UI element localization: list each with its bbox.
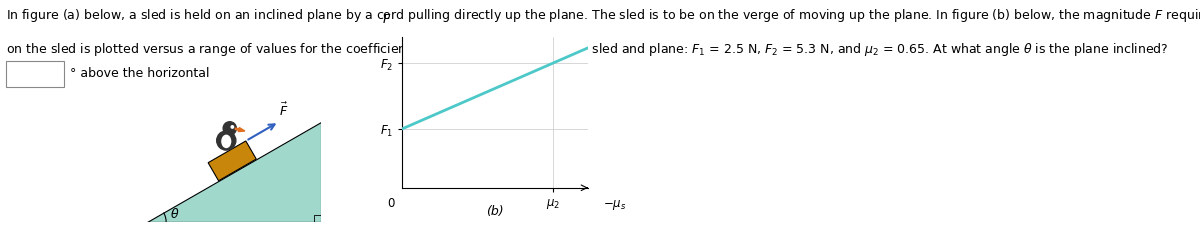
Ellipse shape xyxy=(222,135,230,147)
Text: $\theta$: $\theta$ xyxy=(169,207,179,221)
FancyBboxPatch shape xyxy=(208,141,257,181)
Text: In figure (a) below, a sled is held on an inclined plane by a cord pulling direc: In figure (a) below, a sled is held on a… xyxy=(6,7,1200,24)
FancyArrow shape xyxy=(235,128,245,132)
Text: (b): (b) xyxy=(486,205,504,218)
Text: on the sled is plotted versus a range of values for the coefficient of static fr: on the sled is plotted versus a range of… xyxy=(6,41,1169,58)
Text: $F$: $F$ xyxy=(383,13,391,26)
Text: $-\mu_s$: $-\mu_s$ xyxy=(602,198,626,212)
Circle shape xyxy=(223,122,236,135)
Text: ° above the horizontal: ° above the horizontal xyxy=(70,67,209,80)
Polygon shape xyxy=(146,122,322,222)
Circle shape xyxy=(217,131,236,150)
Circle shape xyxy=(232,126,234,128)
Text: 0: 0 xyxy=(388,197,395,210)
Text: $\vec{F}$: $\vec{F}$ xyxy=(280,101,288,119)
FancyBboxPatch shape xyxy=(6,61,64,87)
